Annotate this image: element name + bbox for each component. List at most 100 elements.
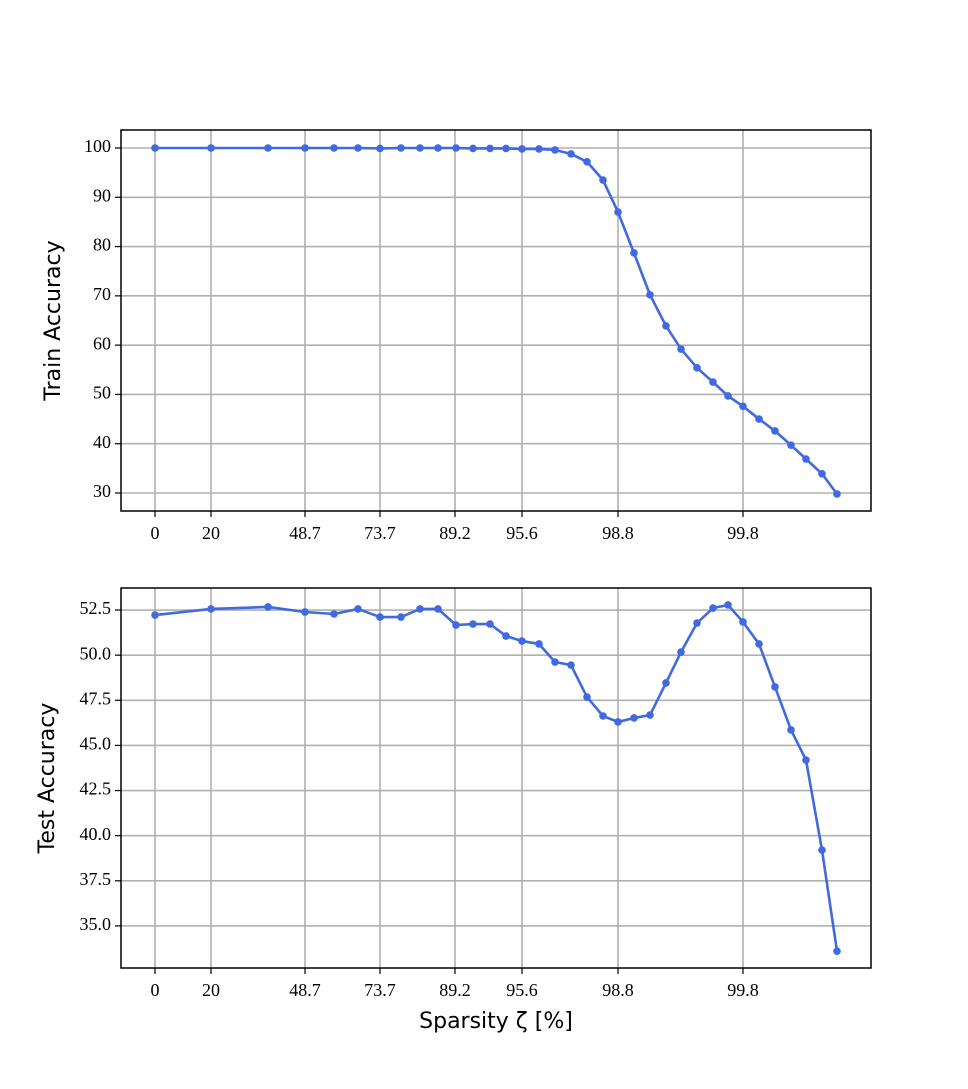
- data-point: [787, 726, 795, 734]
- data-point: [452, 621, 460, 629]
- y-tick-label: 30: [93, 481, 111, 501]
- x-tick-label: 20: [202, 523, 220, 543]
- y-tick-label: 42.5: [80, 779, 112, 799]
- data-point: [709, 604, 717, 612]
- data-point: [599, 712, 607, 720]
- y-tick-label: 70: [93, 284, 111, 304]
- y-tick-label: 45.0: [80, 734, 112, 754]
- data-point: [452, 144, 460, 152]
- data-point: [567, 150, 575, 158]
- data-point: [434, 144, 442, 152]
- data-point: [802, 455, 810, 463]
- plot-frame: [120, 587, 872, 969]
- data-point: [434, 605, 442, 613]
- data-point: [486, 620, 494, 628]
- data-point: [151, 611, 159, 619]
- data-point: [583, 157, 591, 166]
- data-point: [469, 144, 477, 153]
- data-point: [599, 176, 607, 184]
- data-point: [709, 378, 717, 386]
- x-tick-label: 20: [202, 980, 220, 1000]
- x-tick-label: 48.7: [289, 980, 321, 1000]
- data-point: [354, 144, 362, 152]
- data-point: [486, 144, 494, 153]
- data-point: [787, 441, 795, 449]
- data-point: [662, 679, 670, 687]
- data-line: [155, 146, 839, 495]
- data-point: [535, 640, 543, 648]
- data-point: [583, 693, 591, 701]
- data-point: [630, 714, 638, 722]
- data-point: [301, 144, 309, 152]
- data-point: [416, 144, 424, 152]
- data-point: [502, 632, 510, 640]
- data-point: [771, 427, 779, 435]
- y-tick-label: 40: [93, 432, 111, 452]
- data-point: [551, 146, 559, 154]
- y-tick-label: 37.5: [80, 869, 112, 889]
- data-point: [535, 145, 543, 153]
- data-point: [416, 605, 424, 613]
- x-tick-label: 73.7: [364, 980, 396, 1000]
- data-point: [151, 144, 159, 152]
- x-tick-label: 89.2: [439, 523, 471, 543]
- data-point: [630, 249, 638, 257]
- data-point: [755, 415, 763, 423]
- data-point: [397, 613, 405, 621]
- y-tick-label: 80: [93, 235, 111, 255]
- data-point: [502, 144, 510, 153]
- data-point: [693, 364, 701, 372]
- data-point: [739, 618, 747, 626]
- y-axis-label: Test Accuracy: [35, 703, 60, 855]
- data-point: [677, 648, 685, 656]
- x-tick-label: 98.8: [602, 980, 634, 1000]
- data-point: [301, 608, 309, 616]
- x-tick-label: 48.7: [289, 523, 321, 543]
- x-tick-label: 95.6: [506, 523, 538, 543]
- data-line: [154, 603, 839, 952]
- data-point: [724, 601, 732, 609]
- data-point: [646, 291, 654, 299]
- y-tick-label: 90: [93, 185, 111, 205]
- data-point: [802, 756, 810, 764]
- plot-frame: [120, 129, 872, 512]
- data-point: [833, 947, 841, 956]
- data-point: [518, 637, 526, 645]
- data-point: [739, 402, 747, 411]
- data-point: [330, 610, 338, 618]
- data-point: [833, 490, 841, 498]
- data-point: [677, 345, 685, 353]
- y-axis-label: Train Accuracy: [41, 240, 66, 401]
- y-tick-label: 50: [93, 383, 111, 403]
- data-point: [376, 144, 384, 153]
- data-point: [264, 603, 272, 611]
- y-tick-label: 60: [93, 333, 111, 353]
- data-point: [518, 145, 526, 153]
- data-point: [376, 613, 384, 621]
- x-tick-label: 95.6: [506, 980, 538, 1000]
- data-point: [207, 605, 215, 613]
- data-point: [264, 144, 272, 152]
- data-point: [818, 846, 826, 854]
- data-point: [469, 620, 477, 628]
- data-point: [646, 711, 654, 719]
- data-point: [755, 640, 763, 648]
- x-tick-label: 99.8: [727, 523, 759, 543]
- data-point: [771, 683, 779, 691]
- data-point: [207, 144, 215, 152]
- data-point: [724, 392, 732, 400]
- data-point: [818, 469, 826, 478]
- data-point: [551, 658, 559, 666]
- data-point: [567, 661, 575, 669]
- data-point: [397, 144, 405, 152]
- x-tick-label: 0: [151, 980, 160, 1000]
- data-point: [614, 718, 622, 726]
- x-tick-label: 98.8: [602, 523, 634, 543]
- x-axis-label: Sparsity ζ [%]: [419, 1009, 573, 1034]
- y-tick-label: 35.0: [80, 914, 112, 934]
- data-point: [354, 605, 362, 613]
- y-tick-label: 52.5: [80, 598, 112, 618]
- x-tick-label: 89.2: [439, 980, 471, 1000]
- data-point: [662, 322, 670, 330]
